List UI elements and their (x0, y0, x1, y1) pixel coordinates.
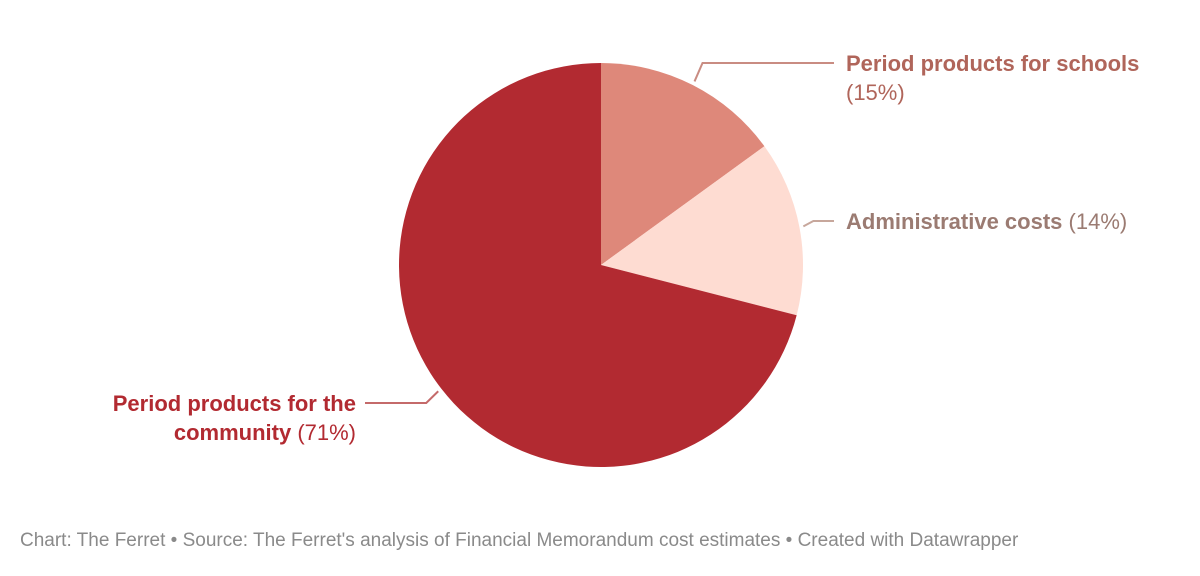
pie-slices (398, 63, 803, 467)
label-admin-name: Administrative costs (846, 209, 1063, 234)
label-community-percent: (71%) (297, 420, 356, 445)
pie-slice-community (398, 63, 797, 467)
label-admin-percent: (14%) (1068, 209, 1128, 234)
chart-footer: Chart: The Ferret • Source: The Ferret's… (20, 530, 1019, 551)
pie-slice-admin (601, 146, 803, 316)
label-schools-name: Period products for schools (846, 51, 1140, 76)
label-schools: Period products for schools (15%) (846, 49, 1139, 107)
leader-line-admin (802, 220, 834, 228)
label-community-name: Period products for the community (112, 391, 356, 445)
label-admin: Administrative costs (14%) (846, 207, 1127, 236)
label-schools-percent: (15%) (846, 80, 905, 105)
leader-line-schools (693, 62, 834, 82)
pie-slice-schools (601, 63, 765, 265)
leader-line-community (365, 390, 439, 404)
label-community: Period products for the community (71%) (100, 389, 356, 447)
leader-lines (365, 62, 834, 404)
